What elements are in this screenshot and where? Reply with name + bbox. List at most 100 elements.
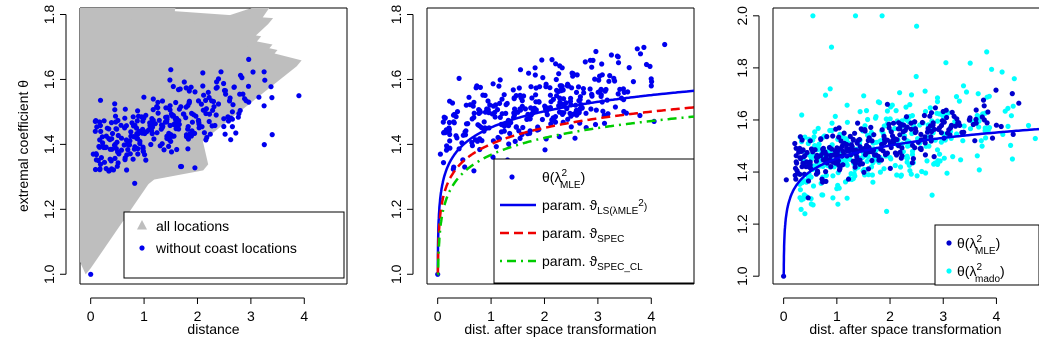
data-point: [130, 114, 136, 120]
data-point: [135, 151, 141, 157]
legend-marker: [137, 220, 147, 230]
data-point: [847, 133, 853, 139]
data-point: [913, 73, 919, 80]
data-point: [903, 114, 910, 120]
data-point: [471, 110, 477, 116]
data-point: [949, 109, 955, 115]
data-point: [813, 158, 820, 164]
data-point: [830, 173, 836, 179]
data-point: [174, 146, 180, 153]
data-point: [519, 103, 525, 109]
data-point: [944, 114, 950, 121]
data-point: [93, 157, 99, 163]
data-point: [922, 108, 929, 115]
data-point: [852, 130, 858, 136]
data-point: [104, 125, 110, 131]
data-point: [558, 83, 565, 89]
data-point: [922, 152, 929, 158]
data-point: [870, 179, 876, 185]
data-point: [167, 77, 173, 83]
data-point: [520, 124, 526, 131]
data-point: [92, 166, 99, 173]
data-point: [221, 80, 227, 87]
data-point: [875, 153, 881, 159]
data-point: [864, 142, 870, 148]
data-point: [815, 125, 821, 131]
data-point: [116, 151, 122, 157]
data-point: [209, 123, 215, 129]
data-point: [928, 134, 934, 140]
data-point: [967, 60, 973, 66]
data-point: [152, 121, 158, 127]
data-point: [122, 125, 128, 131]
data-point: [871, 132, 877, 138]
data-point: [256, 94, 262, 100]
data-point: [869, 172, 876, 178]
data-point: [883, 116, 889, 122]
data-point: [810, 13, 816, 19]
data-point: [878, 157, 885, 163]
data-point: [170, 133, 176, 139]
data-point: [901, 135, 907, 141]
data-point: [967, 126, 974, 132]
data-point: [810, 149, 816, 155]
data-point: [908, 171, 914, 177]
data-point: [802, 178, 808, 184]
data-point: [261, 69, 267, 75]
data-point: [934, 95, 941, 101]
data-point: [510, 87, 516, 93]
data-point: [881, 133, 887, 139]
data-point: [110, 167, 117, 173]
data-point: [168, 149, 175, 155]
data-point: [511, 95, 517, 101]
data-point: [511, 106, 518, 112]
data-point: [892, 150, 899, 156]
data-point: [1010, 103, 1016, 109]
data-point: [106, 168, 112, 174]
data-point: [912, 119, 918, 125]
data-point: [506, 141, 512, 147]
data-point: [838, 138, 844, 144]
series-1: [797, 13, 1038, 217]
data-point: [437, 151, 443, 157]
data-point: [180, 111, 186, 117]
data-point: [929, 192, 935, 198]
data-point: [214, 84, 220, 90]
data-point: [533, 92, 539, 98]
data-point: [507, 130, 513, 137]
data-point: [268, 84, 274, 90]
data-point: [164, 114, 170, 120]
x-tick-label: 0: [780, 308, 788, 324]
data-point: [440, 160, 447, 166]
fit-curve: [782, 127, 1039, 278]
x-tick-label: 1: [140, 308, 148, 324]
data-point: [173, 99, 179, 106]
data-point: [175, 123, 181, 129]
data-point: [553, 76, 559, 83]
x-tick-label: 3: [939, 308, 947, 324]
data-point: [602, 88, 608, 94]
data-point: [950, 154, 956, 160]
data-point: [192, 130, 198, 136]
data-point: [813, 171, 820, 177]
data-point: [797, 187, 804, 193]
data-point: [820, 179, 826, 185]
data-point: [501, 92, 507, 98]
data-point: [574, 72, 580, 78]
data-point: [601, 120, 608, 126]
data-point: [798, 148, 805, 154]
data-point: [829, 120, 835, 126]
data-point: [919, 168, 925, 175]
data-point: [822, 92, 829, 98]
data-point: [853, 157, 859, 163]
data-point: [953, 94, 960, 100]
data-point: [575, 84, 582, 90]
legend-label: param. ϑSPEC: [542, 225, 624, 245]
data-point: [222, 88, 228, 94]
data-point: [94, 124, 100, 130]
data-point: [497, 100, 503, 106]
data-point: [580, 86, 587, 92]
data-point: [1002, 108, 1008, 114]
data-point: [943, 60, 949, 66]
data-point: [612, 78, 618, 84]
